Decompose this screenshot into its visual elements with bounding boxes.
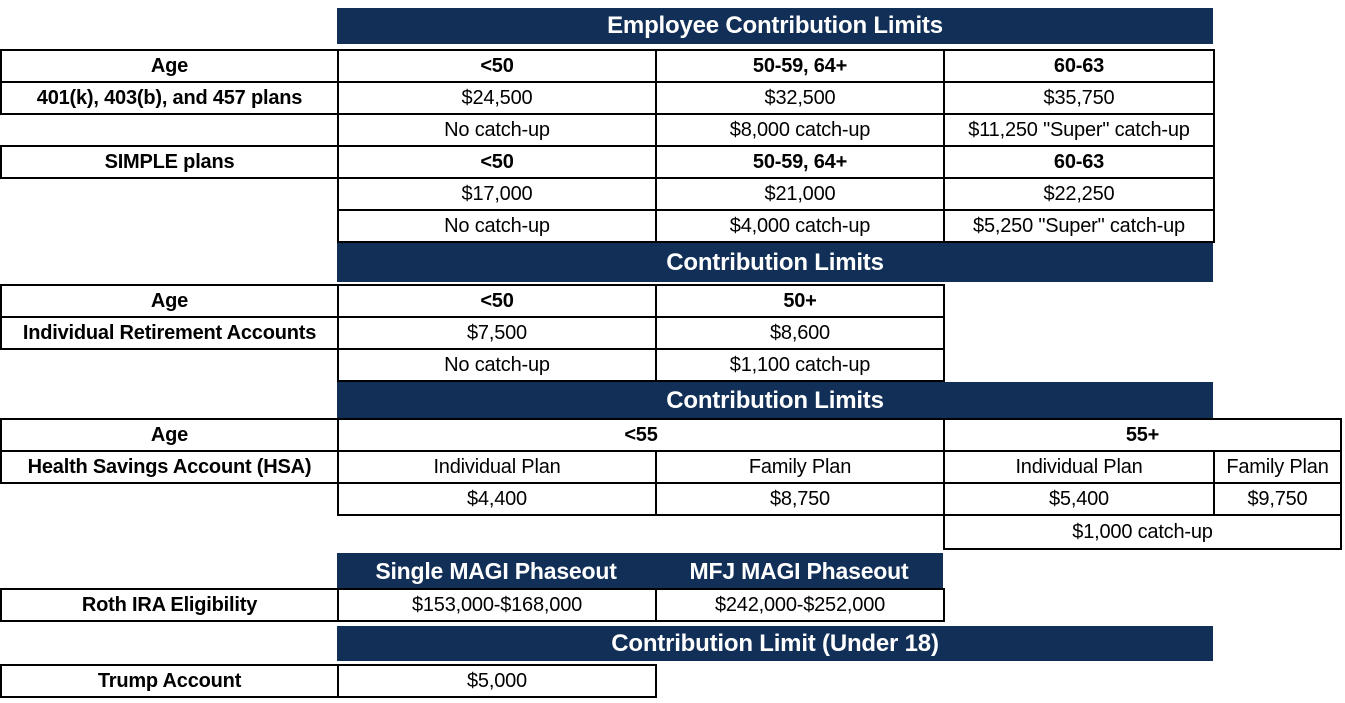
label-roth-ira-eligibility: Roth IRA Eligibility	[0, 588, 339, 622]
age-col-header-simple-50-59-64: 50-59, 64+	[655, 145, 945, 179]
age-col-header-ira-under-50: <50	[337, 284, 657, 318]
limit-ira-50-plus: $8,600	[655, 316, 945, 350]
limit-ira-under-50: $7,500	[337, 316, 657, 350]
catchup-simple-50-59-64: $4,000 catch-up	[655, 209, 945, 243]
age-row-label-hsa: Age	[0, 418, 339, 452]
catchup-401k-60-63: $11,250 "Super" catch-up	[943, 113, 1215, 147]
age-row-label-ira: Age	[0, 284, 339, 318]
catchup-hsa-55-plus: $1,000 catch-up	[943, 514, 1342, 550]
limit-401k-50-59-64: $32,500	[655, 81, 945, 115]
catchup-simple-under-50: No catch-up	[337, 209, 657, 243]
age-col-header-simple-60-63: 60-63	[943, 145, 1215, 179]
range-single-magi-phaseout: $153,000-$168,000	[337, 588, 657, 622]
banner-trump-contribution-limit: Contribution Limit (Under 18)	[337, 626, 1213, 661]
limit-hsa-55-plus-individual: $5,400	[943, 482, 1215, 516]
age-col-header-hsa-under-55: <55	[337, 418, 945, 452]
label-health-savings-account: Health Savings Account (HSA)	[0, 450, 339, 484]
plan-header-55-plus-family: Family Plan	[1213, 450, 1342, 484]
limit-simple-60-63: $22,250	[943, 177, 1215, 211]
limit-hsa-55-plus-family: $9,750	[1213, 482, 1342, 516]
banner-ira-contribution-limits: Contribution Limits	[337, 243, 1213, 282]
plan-header-under-55-family: Family Plan	[655, 450, 945, 484]
limit-hsa-under-55-family: $8,750	[655, 482, 945, 516]
label-individual-retirement-accounts: Individual Retirement Accounts	[0, 316, 339, 350]
label-trump-account: Trump Account	[0, 664, 339, 698]
age-row-label-401k: Age	[0, 49, 339, 83]
catchup-simple-60-63: $5,250 "Super" catch-up	[943, 209, 1215, 243]
plan-header-under-55-individual: Individual Plan	[337, 450, 657, 484]
age-col-header-401k-50-59-64: 50-59, 64+	[655, 49, 945, 83]
plan-header-55-plus-individual: Individual Plan	[943, 450, 1215, 484]
limit-hsa-under-55-individual: $4,400	[337, 482, 657, 516]
limit-401k-under-50: $24,500	[337, 81, 657, 115]
limit-401k-60-63: $35,750	[943, 81, 1215, 115]
limit-simple-under-50: $17,000	[337, 177, 657, 211]
banner-employee-contribution-limits: Employee Contribution Limits	[337, 8, 1213, 44]
banner-hsa-contribution-limits: Contribution Limits	[337, 382, 1213, 420]
catchup-ira-under-50: No catch-up	[337, 348, 657, 382]
limit-trump-account: $5,000	[337, 664, 657, 698]
limit-simple-50-59-64: $21,000	[655, 177, 945, 211]
banner-roth-magi-phaseout: Single MAGI Phaseout MFJ MAGI Phaseout	[337, 553, 943, 590]
header-mfj-magi-phaseout: MFJ MAGI Phaseout	[689, 558, 909, 584]
catchup-401k-under-50: No catch-up	[337, 113, 657, 147]
header-single-magi-phaseout: Single MAGI Phaseout	[375, 558, 617, 584]
label-simple-plans: SIMPLE plans	[0, 145, 339, 179]
age-col-header-simple-under-50: <50	[337, 145, 657, 179]
range-mfj-magi-phaseout: $242,000-$252,000	[655, 588, 945, 622]
age-col-header-401k-under-50: <50	[337, 49, 657, 83]
catchup-ira-50-plus: $1,100 catch-up	[655, 348, 945, 382]
age-col-header-401k-60-63: 60-63	[943, 49, 1215, 83]
age-col-header-ira-50-plus: 50+	[655, 284, 945, 318]
age-col-header-hsa-55-plus: 55+	[943, 418, 1342, 452]
catchup-401k-50-59-64: $8,000 catch-up	[655, 113, 945, 147]
label-401k-plans: 401(k), 403(b), and 457 plans	[0, 81, 339, 115]
